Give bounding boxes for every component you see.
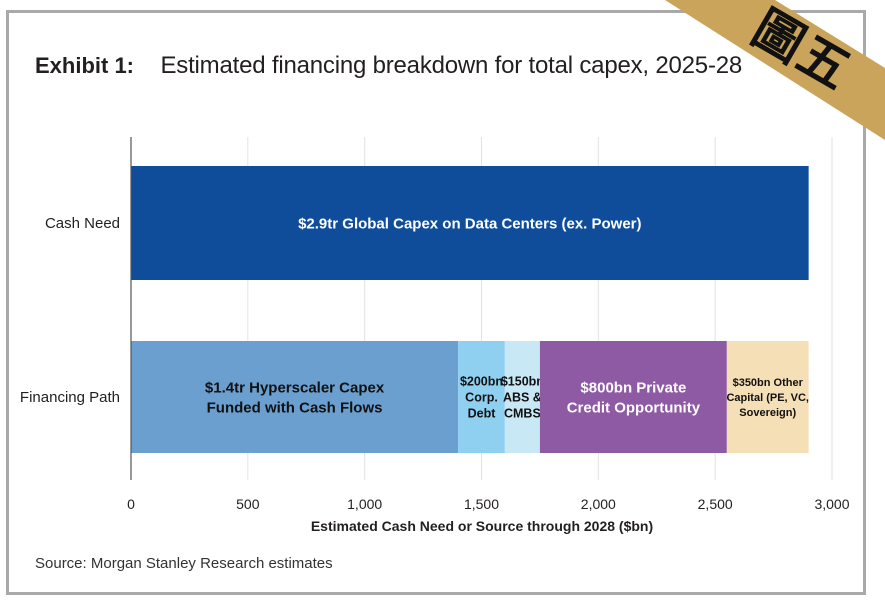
x-tick-label: 2,500 bbox=[698, 496, 733, 512]
bar-segment bbox=[131, 166, 809, 280]
bar-segment bbox=[504, 341, 540, 453]
axes: 0 500 1,000 1,500 2,000 2,500 3,000 Cash Need Fi… bbox=[20, 137, 850, 512]
category-label: Cash Need bbox=[45, 215, 120, 232]
bar-segment-label: $800bn Private Credit Opportunity bbox=[567, 379, 701, 416]
bars: $2.9tr Global Capex on Data Centers (ex.… bbox=[131, 166, 809, 453]
bar-segment bbox=[131, 341, 459, 453]
bar-segment bbox=[458, 341, 505, 453]
source-note: Source: Morgan Stanley Research estimate… bbox=[35, 555, 333, 572]
x-tick-label: 1,000 bbox=[347, 496, 382, 512]
x-tick-label: 1,500 bbox=[464, 496, 499, 512]
bar-segment-label: $200bn Corp. Debt bbox=[460, 374, 503, 420]
bar-segment-label: $150bn ABS & CMBS bbox=[501, 374, 544, 420]
bar-segment-label: $2.9tr Global Capex on Data Centers (ex.… bbox=[298, 215, 641, 232]
x-tick-label: 500 bbox=[236, 496, 260, 512]
exhibit-label: Exhibit 1: bbox=[35, 53, 135, 78]
x-tick-label: 0 bbox=[127, 496, 135, 512]
category-label: Financing Path bbox=[20, 389, 120, 406]
bar-segment bbox=[726, 341, 809, 453]
x-axis-title: Estimated Cash Need or Source through 20… bbox=[311, 518, 653, 534]
chart-title-row: Exhibit 1: Estimated financing breakdown… bbox=[35, 52, 742, 80]
bar-segment bbox=[539, 341, 727, 453]
bar-segment-label: $1.4tr Hyperscaler Capex Funded with Cash… bbox=[205, 379, 385, 416]
x-tick-label: 3,000 bbox=[814, 496, 849, 512]
chart-title: Estimated financing breakdown for total … bbox=[160, 52, 743, 79]
x-tick-label: 2,000 bbox=[581, 496, 616, 512]
bar-segment-label: $350bn Other Capital (PE, VC, Sovereign) bbox=[726, 377, 809, 419]
